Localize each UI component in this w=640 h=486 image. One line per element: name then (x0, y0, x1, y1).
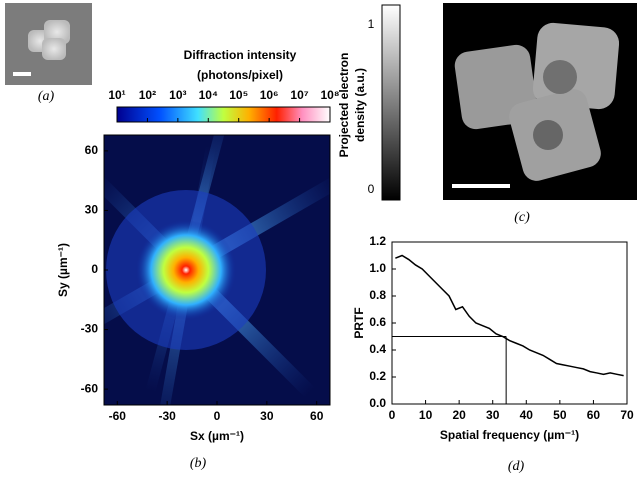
colorbar-tick-label: 10⁸ (320, 88, 339, 102)
x-tick-label: -60 (109, 409, 127, 423)
panel-label: (b) (190, 456, 207, 471)
panel-a-image (5, 3, 92, 85)
colorbar-tick-label: 10¹ (108, 88, 125, 102)
y-tick-label: 30 (85, 203, 99, 217)
x-axis-label: Spatial frequency (µm⁻¹) (440, 428, 579, 442)
colorbar-title: density (a.u.) (353, 68, 367, 142)
x-tick-label: 60 (310, 409, 324, 423)
density-colorbar (381, 4, 401, 201)
y-tick-label: 0.8 (369, 288, 386, 302)
colorbar-title: (photons/pixel) (197, 68, 283, 82)
panel-label: (d) (508, 459, 525, 474)
x-tick-label: 30 (260, 409, 274, 423)
x-tick-label: 10 (419, 408, 433, 422)
colorbar-tick-label: 10⁵ (229, 88, 248, 102)
y-tick-label: 0.0 (369, 396, 386, 410)
diffraction-image (104, 135, 330, 405)
colorbar-tick-label: 10⁶ (260, 88, 279, 102)
x-tick-label: 0 (389, 408, 396, 422)
x-tick-label: 60 (587, 408, 601, 422)
y-tick-label: 60 (85, 143, 99, 157)
panel-label: (a) (38, 89, 55, 104)
panel-label: (c) (514, 210, 530, 225)
prtf-line (395, 254, 624, 377)
colorbar-title: Diffraction intensity (184, 48, 297, 62)
x-tick-label: 50 (553, 408, 567, 422)
colorbar-title: Projected electron (337, 53, 351, 158)
colorbar-tick-label: 10⁷ (290, 88, 308, 102)
y-tick-label: 0.4 (369, 342, 386, 356)
y-tick-label: 0.2 (369, 369, 386, 383)
x-tick-label: 70 (620, 408, 634, 422)
colorbar-tick-label: 10³ (169, 88, 186, 102)
y-axis-label: Sy (µm⁻¹) (56, 243, 70, 297)
colorbar-tick-label: 10⁴ (199, 88, 218, 102)
x-tick-label: 20 (452, 408, 466, 422)
y-tick-label: -60 (81, 381, 99, 395)
x-tick-label: 0 (214, 409, 221, 423)
y-tick-label: 1.0 (369, 261, 386, 275)
x-tick-label: 40 (520, 408, 534, 422)
plot-frame (391, 241, 628, 405)
panel-c-image (443, 3, 637, 200)
colorbar-tick-label: 1 (368, 17, 375, 31)
colorbar (116, 106, 331, 123)
y-tick-label: 1.2 (369, 234, 386, 248)
colorbar-tick-label: 0 (368, 182, 375, 196)
colorbar-tick-label: 10² (139, 88, 156, 102)
x-tick-label: -30 (158, 409, 176, 423)
x-axis-label: Sx (µm⁻¹) (190, 429, 244, 443)
x-tick-label: 30 (486, 408, 500, 422)
y-tick-label: 0.6 (369, 315, 386, 329)
y-tick-label: 0 (91, 262, 98, 276)
y-tick-label: -30 (81, 322, 99, 336)
y-axis-label: PRTF (352, 307, 366, 338)
